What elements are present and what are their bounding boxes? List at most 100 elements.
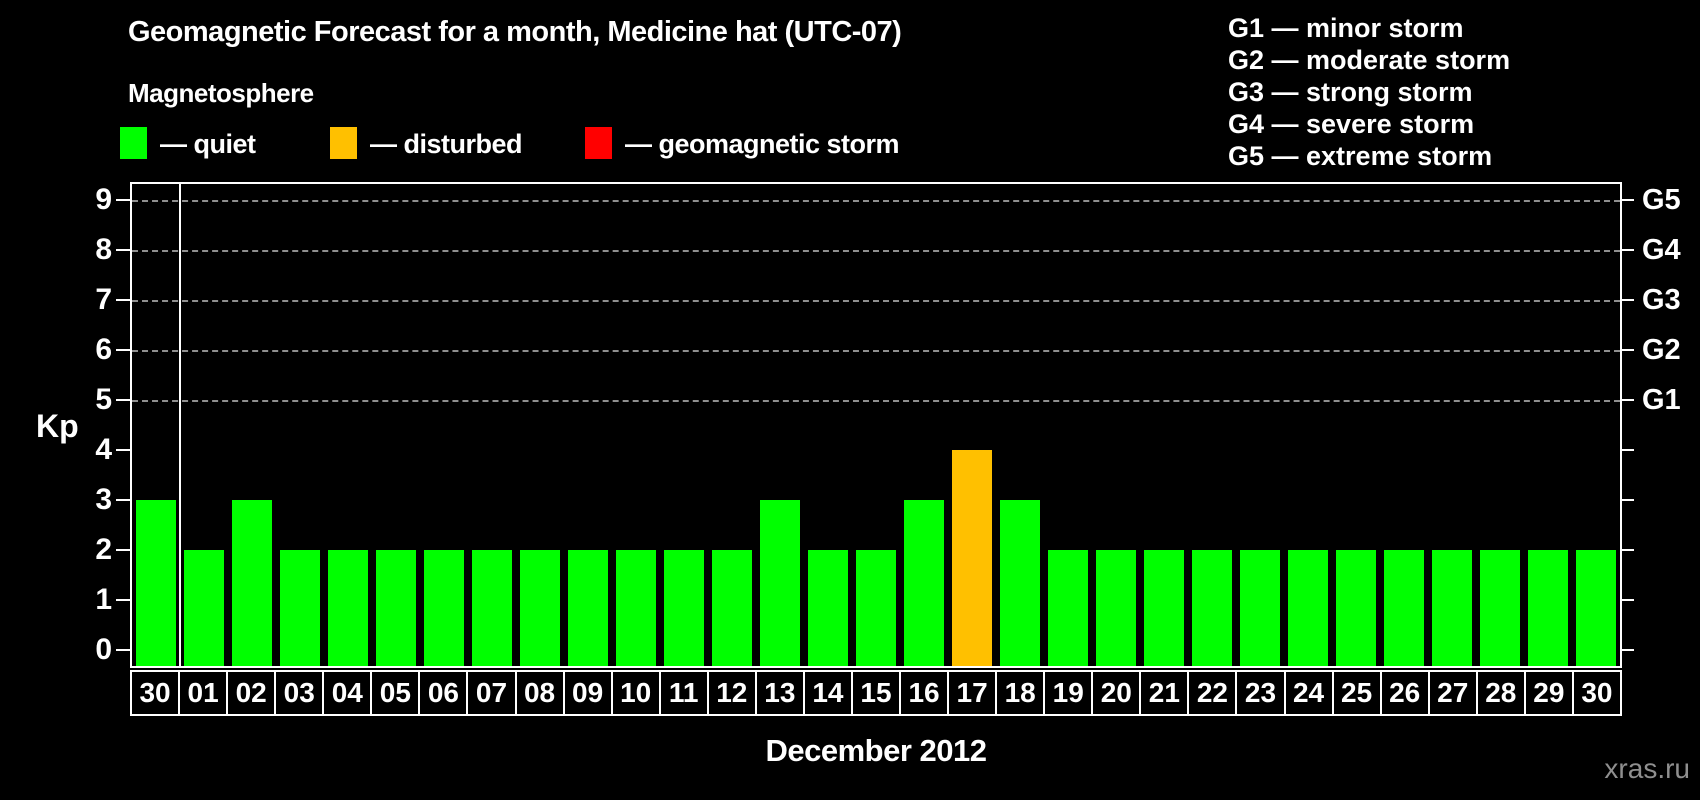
right-tick-0	[1620, 649, 1634, 651]
day-label-22: 22	[1187, 670, 1238, 716]
bar-column-day-23	[1236, 184, 1284, 666]
kp-bar-day-19	[1048, 550, 1088, 666]
bar-column-day-28	[1476, 184, 1524, 666]
kp-bar-day-22	[1192, 550, 1232, 666]
g-legend-line: G2 — moderate storm	[1228, 45, 1511, 75]
day-label-15: 15	[850, 670, 901, 716]
kp-bar-day-24	[1288, 550, 1328, 666]
kp-bar-day-03	[280, 550, 320, 666]
g-scale-legend: G1 — minor storm G2 — moderate storm G3 — …	[1228, 12, 1510, 172]
g-legend-line: G1 — minor storm	[1228, 13, 1464, 43]
kp-bar-day-05	[376, 550, 416, 666]
kp-bar-day-01	[184, 550, 224, 666]
bar-column-day-07	[468, 184, 516, 666]
day-label-16: 16	[899, 670, 950, 716]
gridline-kp-6	[132, 350, 1620, 352]
day-label-12: 12	[706, 670, 757, 716]
kp-bar-day-27	[1432, 550, 1472, 666]
day-label-05: 05	[370, 670, 421, 716]
bar-column-day-16	[900, 184, 948, 666]
kp-bar-day-17	[952, 450, 992, 666]
bar-column-day-04	[324, 184, 372, 666]
kp-tick-label-3: 3	[95, 483, 112, 516]
legend-label-quiet: — quiet	[160, 129, 256, 159]
gridline-kp-8	[132, 250, 1620, 252]
bar-column-day-22	[1188, 184, 1236, 666]
right-tick-5	[1620, 399, 1634, 401]
bar-column-day-13	[756, 184, 804, 666]
bar-column-day-21	[1140, 184, 1188, 666]
bar-column-day-09	[564, 184, 612, 666]
bar-column-day-24	[1284, 184, 1332, 666]
day-label-17: 17	[947, 670, 998, 716]
kp-bar-day-25	[1336, 550, 1376, 666]
kp-tick-label-2: 2	[95, 533, 112, 566]
bar-column-day-19	[1044, 184, 1092, 666]
kp-bar-day-06	[424, 550, 464, 666]
bar-column-day-18	[996, 184, 1044, 666]
kp-bar-day-08	[520, 550, 560, 666]
y-axis-title: Kp	[36, 408, 79, 444]
kp-tick-1	[116, 599, 130, 601]
right-tick-6	[1620, 349, 1634, 351]
kp-tick-5	[116, 399, 130, 401]
bar-column-day-08	[516, 184, 564, 666]
kp-tick-label-7: 7	[95, 283, 112, 316]
bar-column-day-02	[228, 184, 276, 666]
kp-bar-day-16	[904, 500, 944, 666]
kp-tick-3	[116, 499, 130, 501]
kp-tick-7	[116, 299, 130, 301]
kp-bar-day-04	[328, 550, 368, 666]
g-level-label-G3: G3	[1642, 284, 1681, 316]
kp-bar-day-14	[808, 550, 848, 666]
kp-tick-label-5: 5	[95, 383, 112, 416]
day-label-03: 03	[274, 670, 325, 716]
day-label-13: 13	[754, 670, 805, 716]
magnetosphere-label: Magnetosphere	[128, 78, 314, 108]
day-label-02: 02	[226, 670, 277, 716]
day-label-06: 06	[418, 670, 469, 716]
kp-tick-9	[116, 199, 130, 201]
bar-column-day-01	[180, 184, 228, 666]
kp-bar-day-10	[616, 550, 656, 666]
day-label-07: 07	[466, 670, 517, 716]
bar-column-day-25	[1332, 184, 1380, 666]
kp-tick-label-9: 9	[95, 183, 112, 216]
g-legend-line: G5 — extreme storm	[1228, 141, 1493, 171]
bar-column-day-17	[948, 184, 996, 666]
chart-title: Geomagnetic Forecast for a month, Medici…	[128, 16, 902, 48]
bar-column-day-26	[1380, 184, 1428, 666]
bar-column-day-27	[1428, 184, 1476, 666]
kp-bar-day-23	[1240, 550, 1280, 666]
g-level-label-G1: G1	[1642, 384, 1681, 416]
day-label-04: 04	[322, 670, 373, 716]
legend-label-disturbed: — disturbed	[370, 129, 523, 159]
plot-area	[130, 182, 1622, 668]
bar-column-day-14	[804, 184, 852, 666]
day-label-19: 19	[1043, 670, 1094, 716]
kp-bar-day-20	[1096, 550, 1136, 666]
gridline-kp-7	[132, 300, 1620, 302]
bar-column-day-10	[612, 184, 660, 666]
day-label-28: 28	[1475, 670, 1526, 716]
bar-column-day-03	[276, 184, 324, 666]
kp-tick-label-0: 0	[95, 633, 112, 666]
kp-tick-label-6: 6	[95, 333, 112, 366]
kp-tick-4	[116, 449, 130, 451]
kp-bar-day-11	[664, 550, 704, 666]
right-tick-9	[1620, 199, 1634, 201]
day-label-18: 18	[995, 670, 1046, 716]
legend-swatch-disturbed	[330, 127, 357, 159]
kp-bar-day-09	[568, 550, 608, 666]
day-label-11: 11	[658, 670, 709, 716]
g-legend-line: G3 — strong storm	[1228, 77, 1473, 107]
day-label-27: 27	[1427, 670, 1478, 716]
bar-column-day-15	[852, 184, 900, 666]
day-label-01: 01	[178, 670, 229, 716]
kp-tick-0	[116, 649, 130, 651]
month-separator-line	[179, 184, 181, 666]
kp-bar-day-26	[1384, 550, 1424, 666]
legend-swatch-storm	[585, 127, 612, 159]
kp-tick-2	[116, 549, 130, 551]
day-label-30: 30	[1571, 670, 1622, 716]
